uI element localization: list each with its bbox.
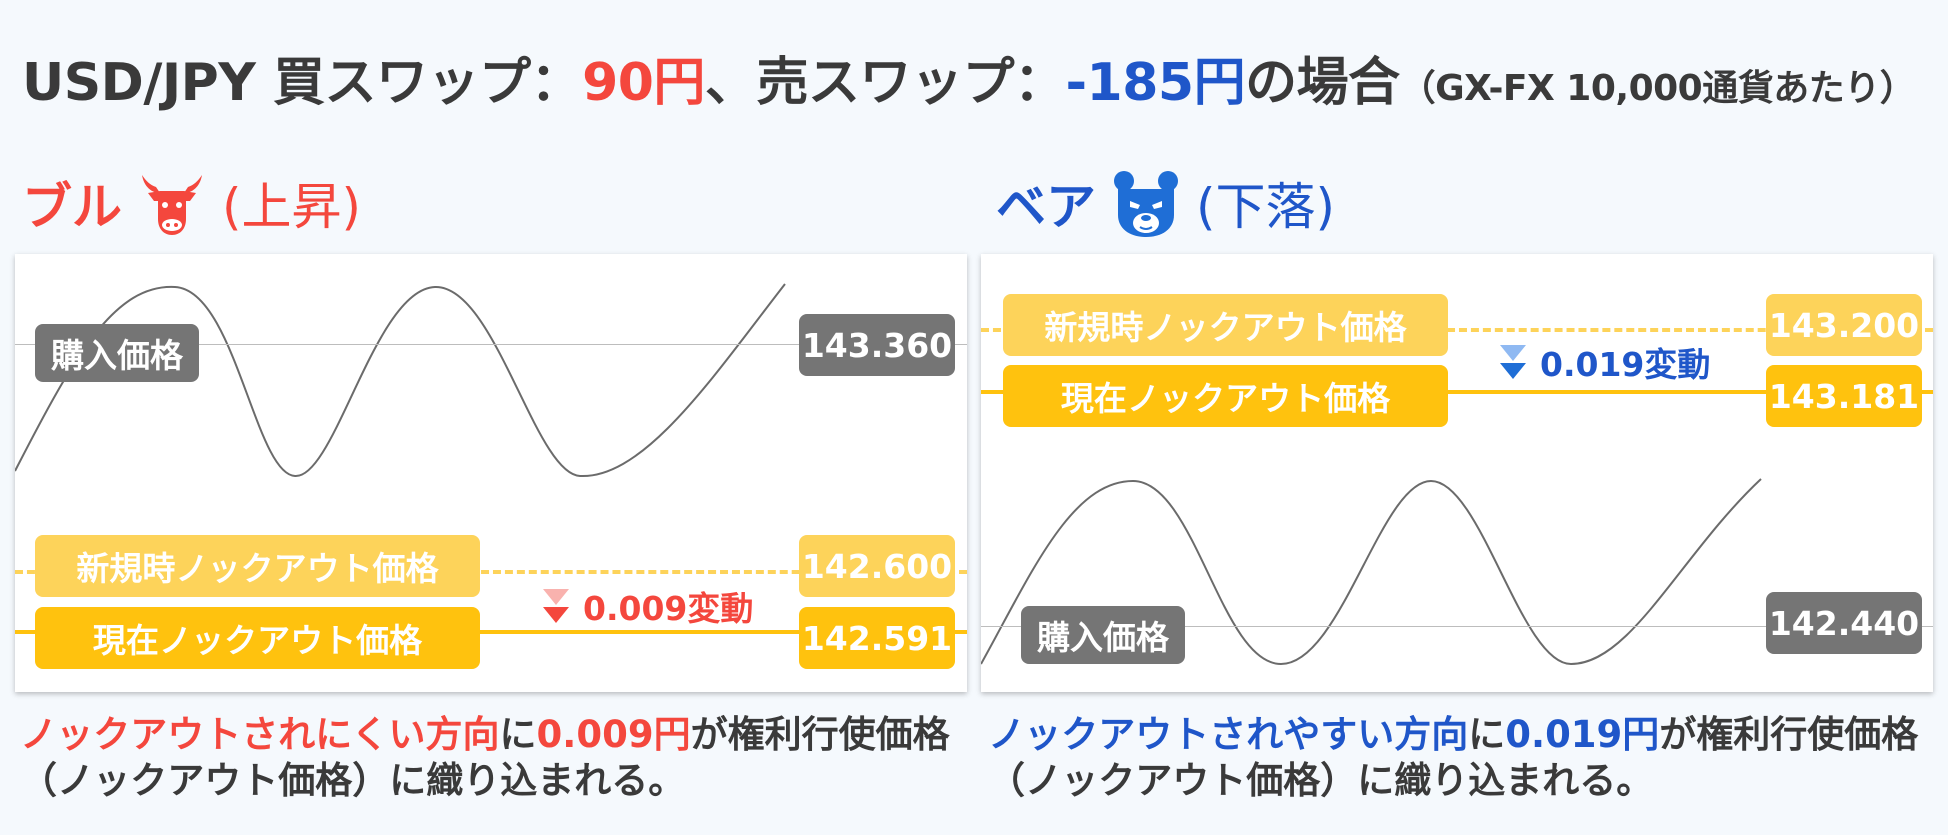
bull-sub: (上昇) [222,178,362,236]
down-arrow-icon [1500,345,1526,379]
bull-caption-amount: 0.009円 [536,713,691,756]
bear-new-ko-line [981,328,1933,332]
bear-price-wave [981,478,1762,666]
bear-caption-highlight: ノックアウトされやすい方向 [988,713,1469,756]
bear-current-ko-line [981,390,1933,394]
bull-new-ko-value: 142.600 [799,535,955,597]
title-note: （GX-FX 10,000通貨あたり） [1399,68,1916,109]
bear-change: 0.019変動 [1500,338,1710,386]
bear-purchase-line [981,626,1933,627]
sell-swap-value: -185円 [1065,53,1246,113]
bull-change: 0.009変動 [543,582,753,630]
bull-current-ko-value: 142.591 [799,607,955,669]
bear-sub: (下落) [1196,178,1336,236]
bull-chart-panel: 購入価格 143.360 新規時ノックアウト価格 142.600 現在ノックアウ… [15,254,967,692]
bull-icon [136,167,208,239]
bear-caption-rest: が権利行使価格（ノックアウト価格）に織り込まれる。 [988,713,1919,802]
bull-purchase-value: 143.360 [799,314,955,376]
bull-price-wave [15,283,786,478]
bear-new-ko-label: 新規時ノックアウト価格 [1003,294,1448,356]
buy-swap-value: 90円 [582,53,705,113]
bear-caption-mid: に [1468,713,1506,756]
bear-heading: ベア (下落) [996,168,1335,238]
bear-purchase-label: 購入価格 [1021,606,1185,664]
bull-caption-rest: が権利行使価格（ノックアウト価格）に織り込まれる。 [20,713,950,802]
bull-purchase-label: 購入価格 [35,324,199,382]
bull-caption-highlight: ノックアウトされにくい方向 [20,713,500,756]
bear-chart-panel: 新規時ノックアウト価格 143.200 現在ノックアウト価格 143.181 0… [981,254,1933,692]
title-part1: USD/JPY 買スワップ： [22,53,583,113]
down-arrow-icon [543,589,569,623]
bear-change-text: 0.019変動 [1540,345,1711,384]
title-part3: の場合 [1245,53,1400,113]
bear-caption-amount: 0.019円 [1505,713,1660,756]
bear-icon [1110,167,1182,239]
bear-current-ko-value: 143.181 [1766,365,1922,427]
bull-new-ko-label: 新規時ノックアウト価格 [35,535,480,597]
bull-purchase-line [15,344,967,345]
page-title: USD/JPY 買スワップ：90円、売スワップ：-185円の場合（GX-FX 1… [22,40,1916,115]
bull-caption: ノックアウトされにくい方向に0.009円が権利行使価格（ノックアウト価格）に織り… [20,712,960,804]
bull-current-ko-label: 現在ノックアウト価格 [35,607,480,669]
bear-caption: ノックアウトされやすい方向に0.019円が権利行使価格（ノックアウト価格）に織り… [988,712,1928,804]
bear-new-ko-value: 143.200 [1766,294,1922,356]
bull-new-ko-line [15,570,967,574]
bear-label: ベア [996,178,1096,236]
bear-purchase-value: 142.440 [1766,592,1922,654]
bull-caption-mid: に [499,713,537,756]
bear-current-ko-label: 現在ノックアウト価格 [1003,365,1448,427]
bull-heading: ブル (上昇) [22,168,361,238]
title-part2: 、売スワップ： [704,53,1066,113]
bull-current-ko-line [15,630,967,634]
bull-change-text: 0.009変動 [583,589,754,628]
bull-label: ブル [22,178,122,236]
